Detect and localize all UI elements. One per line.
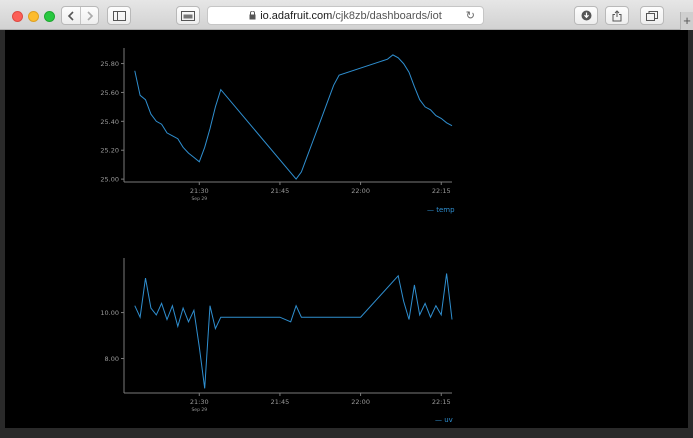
duplicate-tabs-icon bbox=[646, 10, 658, 21]
x-tick-label: 21:30 bbox=[190, 187, 209, 195]
x-tick-date: Sep 29 bbox=[191, 407, 207, 413]
lock-icon bbox=[249, 11, 256, 20]
new-tab-button[interactable]: + bbox=[680, 12, 693, 30]
y-tick-label: 25.40 bbox=[100, 118, 119, 126]
legend-label: uv bbox=[444, 416, 453, 424]
y-tick-label: 10.00 bbox=[100, 309, 119, 317]
series-line-uv bbox=[134, 273, 453, 389]
chevron-right-icon bbox=[86, 10, 93, 21]
forward-button[interactable] bbox=[80, 7, 98, 24]
uv-legend: — uv bbox=[435, 416, 453, 424]
x-tick-date: Sep 29 bbox=[191, 196, 207, 202]
y-tick-label: 25.00 bbox=[100, 176, 119, 184]
browser-titlebar: io.adafruit.com/cjk8zb/dashboards/iot ↻ … bbox=[0, 0, 693, 30]
show-tabs-button[interactable] bbox=[176, 6, 200, 25]
x-tick-label: 22:00 bbox=[351, 187, 370, 195]
legend-swatch: — bbox=[435, 416, 445, 424]
series-line-temp bbox=[134, 54, 453, 180]
x-tick-label: 21:45 bbox=[271, 398, 290, 406]
back-button[interactable] bbox=[62, 7, 80, 24]
share-icon bbox=[612, 9, 622, 21]
x-tick-label: 21:45 bbox=[271, 187, 290, 195]
sidebar-button[interactable] bbox=[107, 6, 131, 25]
x-tick-label: 22:15 bbox=[432, 398, 451, 406]
url-path: /cjk8zb/dashboards/iot bbox=[332, 9, 442, 22]
download-icon bbox=[581, 10, 591, 21]
y-tick-label: 25.80 bbox=[100, 60, 119, 68]
reload-icon[interactable]: ↻ bbox=[465, 10, 475, 22]
y-tick-label: 25.60 bbox=[100, 89, 119, 97]
url-domain: io.adafruit.com bbox=[260, 9, 333, 22]
x-tick-label: 22:00 bbox=[351, 398, 370, 406]
address-bar[interactable]: io.adafruit.com/cjk8zb/dashboards/iot ↻ bbox=[207, 6, 484, 25]
legend-label: temp bbox=[436, 206, 455, 214]
y-tick-label: 25.20 bbox=[100, 147, 119, 155]
sidebar-icon bbox=[112, 10, 126, 21]
minimize-window-button[interactable] bbox=[28, 11, 39, 22]
temp-legend: — temp bbox=[427, 206, 455, 214]
tab-overview-icon bbox=[181, 10, 195, 21]
zoom-window-button[interactable] bbox=[44, 11, 55, 22]
dashboard-page: 25.00 25.20 25.40 25.60 25.80 21:30 Sep 29 21:4… bbox=[5, 30, 688, 428]
y-tick-label: 8.00 bbox=[105, 355, 119, 363]
legend-swatch: — bbox=[427, 206, 437, 214]
x-tick-label: 21:30 bbox=[190, 398, 209, 406]
downloads-button[interactable] bbox=[574, 6, 598, 25]
chevron-left-icon bbox=[67, 10, 74, 21]
close-window-button[interactable] bbox=[12, 11, 23, 22]
tab-view-button[interactable] bbox=[640, 6, 664, 25]
navigation-buttons bbox=[61, 6, 99, 25]
share-button[interactable] bbox=[605, 6, 629, 25]
x-tick-label: 22:15 bbox=[432, 187, 451, 195]
